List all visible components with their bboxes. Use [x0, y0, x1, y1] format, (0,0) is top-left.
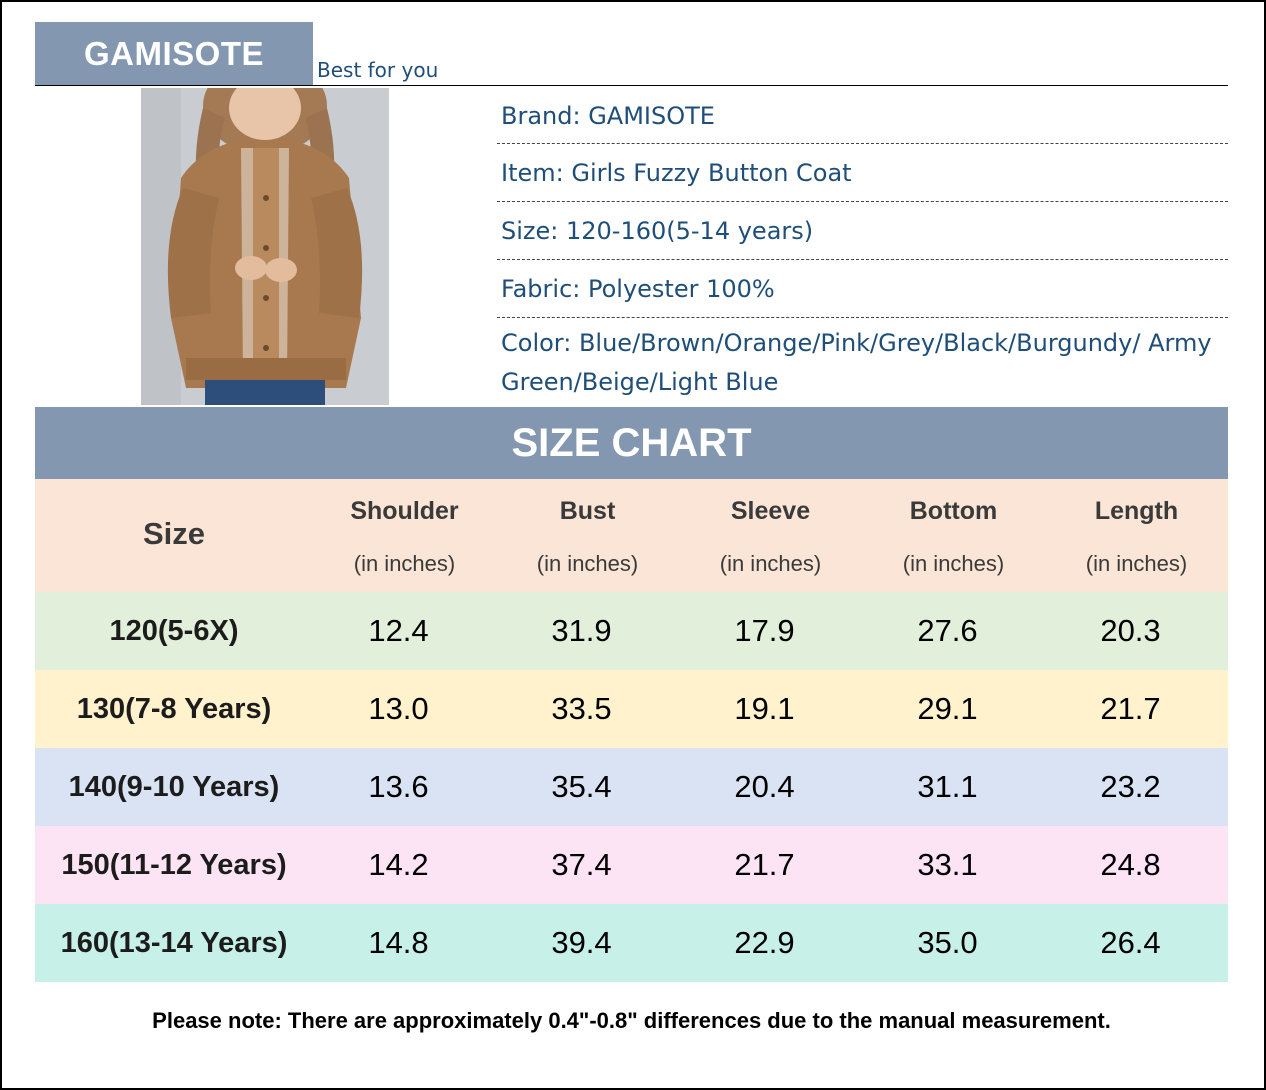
header-divider — [35, 85, 1228, 86]
column-name: Length — [1094, 497, 1179, 525]
brand-label: GAMISOTE — [35, 22, 313, 85]
size-cell: 120(5-6X) — [35, 592, 313, 670]
measurement-value: 23.2 — [1100, 769, 1161, 804]
size-header-cell: Size — [35, 479, 313, 592]
product-info-list: Brand: GAMISOTE Item: Girls Fuzzy Button… — [497, 88, 1228, 402]
column-header: Bust (in inches) — [496, 479, 679, 592]
value-cell: 31.9 — [496, 592, 679, 670]
measurement-note: Please note: There are approximately 0.4… — [152, 1008, 1111, 1033]
measurement-value: 35.4 — [551, 769, 612, 804]
tagline: Best for you — [317, 58, 439, 82]
value-cell: 23.2 — [1045, 748, 1228, 826]
measurement-value: 26.4 — [1100, 925, 1161, 960]
product-photo — [141, 88, 389, 405]
brand-info: Brand: GAMISOTE — [497, 88, 1228, 144]
color-info: Color: Blue/Brown/Orange/Pink/Grey/Black… — [501, 329, 1212, 396]
value-cell: 29.1 — [862, 670, 1045, 748]
measurement-value: 24.8 — [1100, 847, 1161, 882]
size-label: 130(7-8 Years) — [76, 692, 272, 725]
girl-in-coat-image — [141, 88, 389, 405]
column-header: Bottom (in inches) — [862, 479, 1045, 592]
table-row: 150(11-12 Years) 14.2 37.4 21.7 33.1 24.… — [35, 826, 1228, 904]
size-cell: 130(7-8 Years) — [35, 670, 313, 748]
value-cell: 12.4 — [313, 592, 496, 670]
measurement-value: 39.4 — [551, 925, 612, 960]
column-name: Shoulder — [350, 497, 459, 525]
value-cell: 27.6 — [862, 592, 1045, 670]
column-header: Sleeve (in inches) — [679, 479, 862, 592]
measurement-value: 17.9 — [734, 613, 795, 648]
measurement-value: 13.0 — [368, 691, 429, 726]
size-header: Size — [142, 515, 206, 551]
size-info: Size: 120-160(5-14 years) — [497, 202, 1228, 260]
measurement-value: 14.2 — [368, 847, 429, 882]
measurement-value: 37.4 — [551, 847, 612, 882]
column-unit: (in inches) — [1085, 551, 1188, 576]
value-cell: 21.7 — [679, 826, 862, 904]
measurement-value: 22.9 — [734, 925, 795, 960]
column-unit: (in inches) — [536, 551, 639, 576]
measurement-value: 21.7 — [1100, 691, 1161, 726]
column-unit: (in inches) — [353, 551, 456, 576]
measurement-value: 35.0 — [917, 925, 978, 960]
value-cell: 35.0 — [862, 904, 1045, 982]
size-cell: 150(11-12 Years) — [35, 826, 313, 904]
value-cell: 31.1 — [862, 748, 1045, 826]
size-label: 120(5-6X) — [109, 614, 239, 647]
size-label: 140(9-10 Years) — [68, 770, 280, 803]
value-cell: 33.1 — [862, 826, 1045, 904]
measurement-value: 20.3 — [1100, 613, 1161, 648]
value-cell: 20.3 — [1045, 592, 1228, 670]
column-unit: (in inches) — [719, 551, 822, 576]
column-unit: (in inches) — [902, 551, 1005, 576]
table-row: 120(5-6X) 12.4 31.9 17.9 27.6 20.3 — [35, 592, 1228, 670]
value-cell: 14.2 — [313, 826, 496, 904]
value-cell: 35.4 — [496, 748, 679, 826]
value-cell: 13.0 — [313, 670, 496, 748]
value-cell: 24.8 — [1045, 826, 1228, 904]
size-cell: 140(9-10 Years) — [35, 748, 313, 826]
value-cell: 19.1 — [679, 670, 862, 748]
measurement-value: 13.6 — [368, 769, 429, 804]
value-cell: 20.4 — [679, 748, 862, 826]
column-name: Bust — [559, 497, 616, 525]
size-label: 160(13-14 Years) — [60, 926, 288, 959]
table-header-row: Size Shoulder (in inches) Bust (in inche… — [35, 479, 1228, 592]
column-header: Shoulder (in inches) — [313, 479, 496, 592]
size-chart-table: Size Shoulder (in inches) Bust (in inche… — [35, 479, 1228, 982]
measurement-value: 20.4 — [734, 769, 795, 804]
column-name: Bottom — [909, 497, 998, 525]
value-cell: 26.4 — [1045, 904, 1228, 982]
measurement-value: 33.1 — [917, 847, 978, 882]
value-cell: 33.5 — [496, 670, 679, 748]
table-row: 140(9-10 Years) 13.6 35.4 20.4 31.1 23.2 — [35, 748, 1228, 826]
measurement-value: 27.6 — [917, 613, 978, 648]
measurement-value: 29.1 — [917, 691, 978, 726]
value-cell: 21.7 — [1045, 670, 1228, 748]
table-row: 160(13-14 Years) 14.8 39.4 22.9 35.0 26.… — [35, 904, 1228, 982]
measurement-value: 12.4 — [368, 613, 429, 648]
value-cell: 14.8 — [313, 904, 496, 982]
measurement-value: 31.1 — [917, 769, 978, 804]
value-cell: 13.6 — [313, 748, 496, 826]
measurement-value: 14.8 — [368, 925, 429, 960]
measurement-value: 33.5 — [551, 691, 612, 726]
value-cell: 37.4 — [496, 826, 679, 904]
value-cell: 22.9 — [679, 904, 862, 982]
size-chart-title: SIZE CHART — [35, 407, 1228, 479]
column-name: Sleeve — [730, 497, 811, 525]
size-cell: 160(13-14 Years) — [35, 904, 313, 982]
item-info: Item: Girls Fuzzy Button Coat — [497, 144, 1228, 202]
value-cell: 39.4 — [496, 904, 679, 982]
table-row: 130(7-8 Years) 13.0 33.5 19.1 29.1 21.7 — [35, 670, 1228, 748]
column-header: Length (in inches) — [1045, 479, 1228, 592]
measurement-value: 31.9 — [551, 613, 612, 648]
measurement-value: 19.1 — [734, 691, 795, 726]
fabric-info: Fabric: Polyester 100% — [497, 260, 1228, 318]
size-label: 150(11-12 Years) — [61, 848, 287, 881]
measurement-value: 21.7 — [734, 847, 795, 882]
value-cell: 17.9 — [679, 592, 862, 670]
